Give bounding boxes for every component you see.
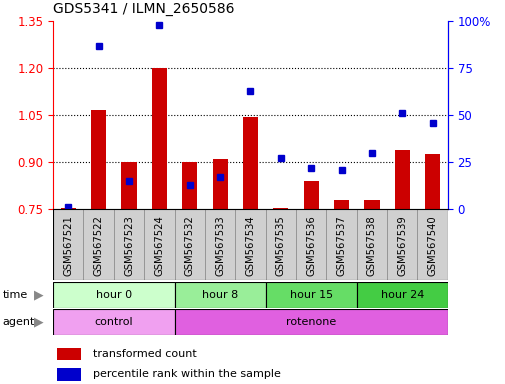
Text: rotenone: rotenone (285, 317, 336, 327)
Bar (242, 117, 258, 209)
Bar (417, 209, 447, 280)
Bar (61, 208, 76, 209)
Text: GSM567524: GSM567524 (154, 215, 164, 276)
Text: GSM567535: GSM567535 (275, 215, 285, 276)
Bar (53, 209, 83, 280)
Text: hour 24: hour 24 (380, 290, 423, 300)
Bar (356, 209, 386, 280)
Bar (394, 150, 409, 209)
Text: GSM567537: GSM567537 (336, 215, 346, 276)
Bar (91, 111, 106, 209)
Text: GDS5341 / ILMN_2650586: GDS5341 / ILMN_2650586 (53, 2, 234, 16)
Text: GSM567533: GSM567533 (215, 215, 225, 276)
Bar (53, 282, 174, 308)
Bar (333, 200, 348, 209)
Text: GSM567538: GSM567538 (366, 215, 376, 276)
Bar (152, 68, 167, 209)
Text: GSM567522: GSM567522 (93, 215, 104, 276)
Bar (57, 348, 81, 360)
Bar (182, 162, 197, 209)
Text: percentile rank within the sample: percentile rank within the sample (92, 369, 280, 379)
Text: GSM567539: GSM567539 (396, 215, 407, 276)
Text: GSM567523: GSM567523 (124, 215, 134, 276)
Text: time: time (3, 290, 28, 300)
Text: hour 0: hour 0 (95, 290, 132, 300)
Bar (303, 181, 318, 209)
Text: hour 15: hour 15 (289, 290, 332, 300)
Bar (235, 209, 265, 280)
Text: GSM567532: GSM567532 (184, 215, 194, 276)
Text: ▶: ▶ (34, 289, 44, 301)
Bar (114, 209, 144, 280)
Bar (265, 282, 356, 308)
Bar (326, 209, 356, 280)
Bar (205, 209, 235, 280)
Bar (174, 209, 205, 280)
Bar (57, 368, 81, 381)
Text: ▶: ▶ (34, 316, 44, 328)
Bar (265, 209, 295, 280)
Text: agent: agent (3, 317, 35, 327)
Bar (83, 209, 114, 280)
Bar (364, 200, 379, 209)
Bar (174, 282, 265, 308)
Bar (121, 162, 136, 209)
Text: hour 8: hour 8 (201, 290, 238, 300)
Bar (356, 282, 447, 308)
Bar (424, 154, 439, 209)
Text: control: control (94, 317, 133, 327)
Text: GSM567521: GSM567521 (63, 215, 73, 276)
Text: transformed count: transformed count (92, 349, 196, 359)
Bar (144, 209, 174, 280)
Bar (53, 309, 174, 335)
Bar (386, 209, 417, 280)
Text: GSM567536: GSM567536 (306, 215, 316, 276)
Bar (174, 309, 447, 335)
Bar (212, 159, 227, 209)
Bar (273, 208, 288, 209)
Text: GSM567534: GSM567534 (245, 215, 255, 276)
Text: GSM567540: GSM567540 (427, 215, 437, 276)
Bar (295, 209, 326, 280)
